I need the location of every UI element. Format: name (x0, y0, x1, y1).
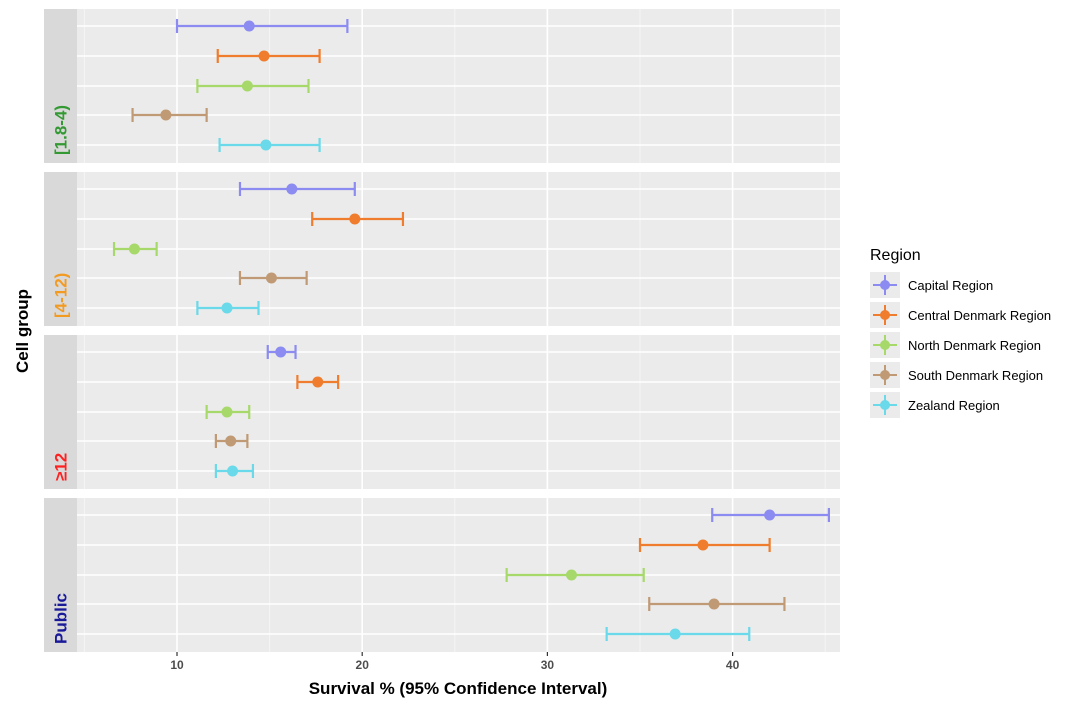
point-estimate (225, 436, 236, 447)
x-tick-label: 20 (356, 658, 370, 672)
panel-label: Public (52, 593, 71, 644)
legend-item: Zealand Region (870, 392, 1000, 418)
point-estimate (349, 214, 360, 225)
point-estimate (312, 377, 323, 388)
x-axis-title: Survival % (95% Confidence Interval) (309, 679, 608, 698)
panel-label: [1.8-4) (52, 105, 71, 155)
panel: [4-12) (44, 172, 840, 326)
point-estimate (222, 407, 233, 418)
legend-key-point (880, 400, 890, 410)
point-estimate (129, 244, 140, 255)
point-estimate (260, 140, 271, 151)
legend-label: Zealand Region (908, 398, 1000, 413)
panel: [1.8-4) (44, 9, 840, 163)
legend-label: North Denmark Region (908, 338, 1041, 353)
point-estimate (259, 51, 270, 62)
point-estimate (222, 303, 233, 314)
point-estimate (709, 599, 720, 610)
panel-label: [4-12) (52, 273, 71, 318)
legend-title: Region (870, 247, 921, 264)
legend-label: Capital Region (908, 278, 993, 293)
legend: Region Capital Region Central Denmark Reg… (870, 247, 1051, 418)
point-estimate (697, 540, 708, 551)
y-axis-title: Cell group (13, 289, 32, 373)
x-tick-label: 10 (170, 658, 184, 672)
panel: Public (44, 498, 840, 652)
legend-item: Capital Region (870, 272, 993, 298)
point-estimate (670, 629, 681, 640)
panel-label: ≥12 (52, 453, 71, 481)
point-estimate (266, 273, 277, 284)
point-estimate (764, 510, 775, 521)
legend-item: South Denmark Region (870, 362, 1043, 388)
legend-item: Central Denmark Region (870, 302, 1051, 328)
point-estimate (227, 466, 238, 477)
legend-key-point (880, 370, 890, 380)
panel: ≥12 (44, 335, 840, 489)
legend-key-point (880, 280, 890, 290)
x-tick-label: 40 (726, 658, 740, 672)
point-estimate (160, 110, 171, 121)
plot-panels: [1.8-4) [4-12) ≥12 Public (44, 9, 840, 652)
point-estimate (286, 184, 297, 195)
legend-key-point (880, 310, 890, 320)
point-estimate (566, 570, 577, 581)
point-estimate (244, 21, 255, 32)
legend-item: North Denmark Region (870, 332, 1041, 358)
legend-key-point (880, 340, 890, 350)
x-tick-label: 30 (541, 658, 555, 672)
x-axis: 10 20 30 40 (170, 652, 739, 672)
legend-label: South Denmark Region (908, 368, 1043, 383)
point-estimate (242, 81, 253, 92)
point-estimate (275, 347, 286, 358)
legend-label: Central Denmark Region (908, 308, 1051, 323)
